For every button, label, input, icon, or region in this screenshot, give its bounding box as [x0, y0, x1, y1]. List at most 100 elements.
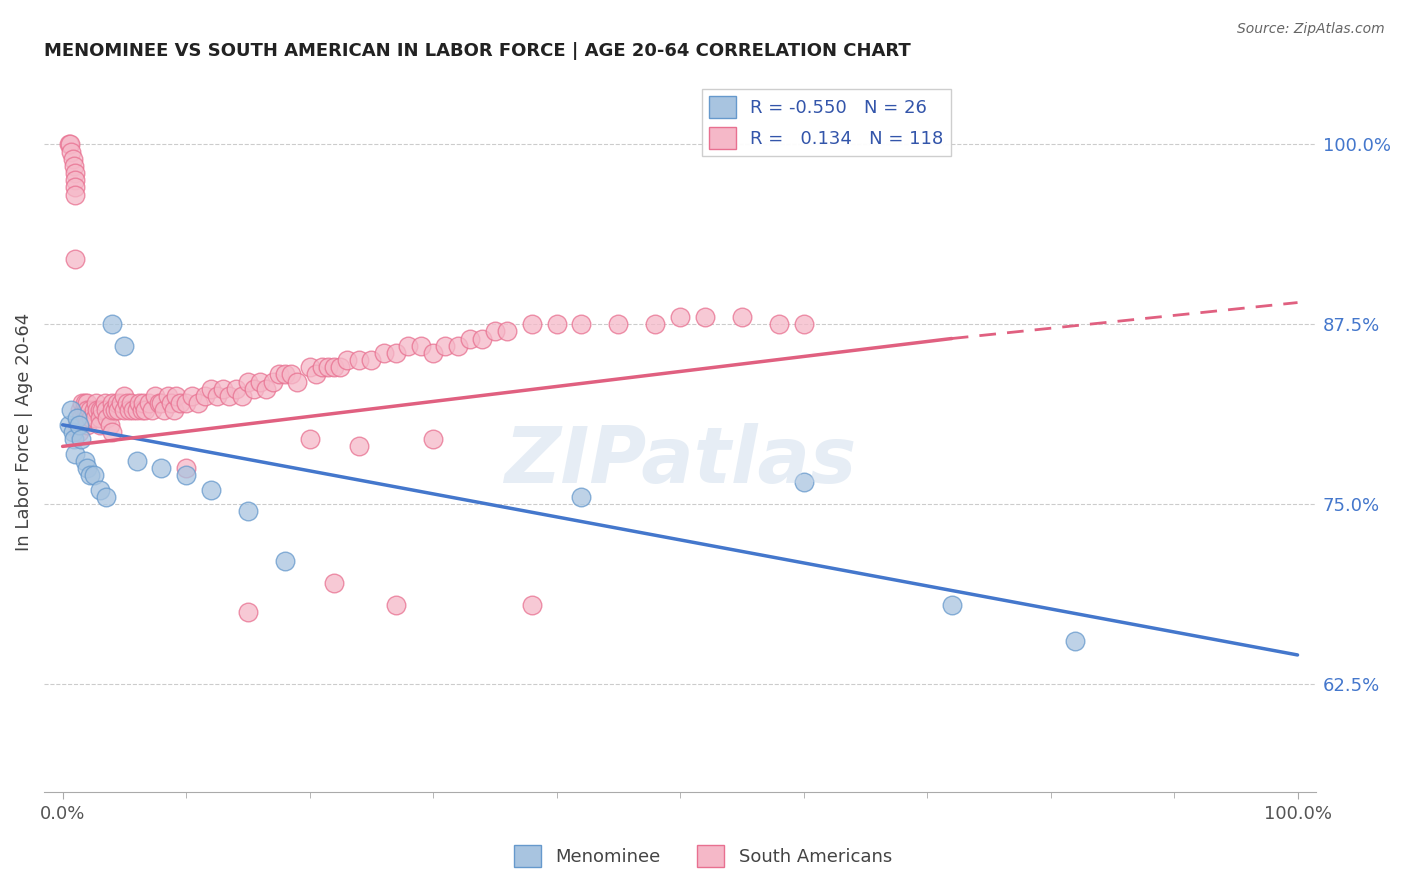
Point — [669, 310, 692, 324]
Point — [138, 396, 160, 410]
Point — [103, 403, 125, 417]
Point — [125, 454, 148, 468]
Point — [520, 317, 543, 331]
Point — [311, 360, 333, 375]
Point — [484, 324, 506, 338]
Point — [75, 403, 97, 417]
Point — [793, 475, 815, 490]
Point — [143, 389, 166, 403]
Legend: R = -0.550   N = 26, R =   0.134   N = 118: R = -0.550 N = 26, R = 0.134 N = 118 — [702, 88, 950, 156]
Point — [134, 403, 156, 417]
Point — [165, 389, 187, 403]
Point — [236, 605, 259, 619]
Point — [150, 396, 173, 410]
Point — [422, 432, 444, 446]
Point — [181, 389, 204, 403]
Point — [73, 454, 96, 468]
Point — [76, 403, 98, 417]
Point — [731, 310, 754, 324]
Point — [58, 137, 80, 152]
Point — [120, 396, 142, 410]
Point — [89, 403, 111, 417]
Point — [169, 396, 191, 410]
Point — [336, 353, 359, 368]
Point — [163, 403, 186, 417]
Point — [153, 403, 176, 417]
Point — [67, 425, 90, 439]
Point — [91, 403, 114, 417]
Point — [373, 346, 395, 360]
Point — [76, 410, 98, 425]
Point — [72, 396, 94, 410]
Point — [83, 403, 105, 417]
Point — [607, 317, 630, 331]
Point — [200, 483, 222, 497]
Point — [280, 368, 302, 382]
Point — [225, 382, 247, 396]
Point — [70, 432, 93, 446]
Point — [93, 396, 115, 410]
Point — [254, 382, 277, 396]
Point — [160, 396, 183, 410]
Point — [89, 483, 111, 497]
Point — [212, 382, 235, 396]
Point — [94, 490, 117, 504]
Point — [112, 389, 135, 403]
Point — [218, 389, 240, 403]
Point — [520, 598, 543, 612]
Point — [83, 468, 105, 483]
Point — [385, 598, 408, 612]
Point — [58, 417, 80, 432]
Point — [60, 403, 83, 417]
Text: MENOMINEE VS SOUTH AMERICAN IN LABOR FORCE | AGE 20-64 CORRELATION CHART: MENOMINEE VS SOUTH AMERICAN IN LABOR FOR… — [44, 42, 911, 60]
Point — [66, 417, 89, 432]
Point — [236, 504, 259, 518]
Point — [447, 339, 470, 353]
Point — [323, 576, 346, 591]
Point — [63, 187, 86, 202]
Point — [89, 410, 111, 425]
Point — [94, 403, 117, 417]
Point — [285, 375, 308, 389]
Point — [80, 410, 103, 425]
Point — [174, 396, 197, 410]
Point — [112, 339, 135, 353]
Point — [305, 368, 328, 382]
Point — [69, 403, 91, 417]
Point — [274, 554, 297, 568]
Point — [768, 317, 790, 331]
Point — [471, 332, 494, 346]
Point — [86, 403, 108, 417]
Point — [79, 403, 101, 417]
Point — [70, 410, 93, 425]
Point — [125, 403, 148, 417]
Point — [793, 317, 815, 331]
Point — [101, 317, 124, 331]
Point — [63, 180, 86, 194]
Point — [62, 159, 84, 173]
Point — [141, 403, 163, 417]
Point — [60, 145, 83, 159]
Point — [131, 403, 153, 417]
Point — [110, 396, 132, 410]
Text: Source: ZipAtlas.com: Source: ZipAtlas.com — [1237, 22, 1385, 37]
Point — [200, 382, 222, 396]
Point — [63, 447, 86, 461]
Point — [101, 396, 124, 410]
Point — [274, 368, 297, 382]
Point — [385, 346, 408, 360]
Point — [83, 410, 105, 425]
Point — [115, 396, 138, 410]
Point — [76, 396, 98, 410]
Point — [148, 396, 170, 410]
Point — [76, 461, 98, 475]
Point — [66, 410, 89, 425]
Point — [496, 324, 519, 338]
Point — [150, 461, 173, 475]
Point — [62, 152, 84, 166]
Point — [267, 368, 290, 382]
Point — [941, 598, 963, 612]
Point — [644, 317, 666, 331]
Point — [112, 403, 135, 417]
Point — [693, 310, 716, 324]
